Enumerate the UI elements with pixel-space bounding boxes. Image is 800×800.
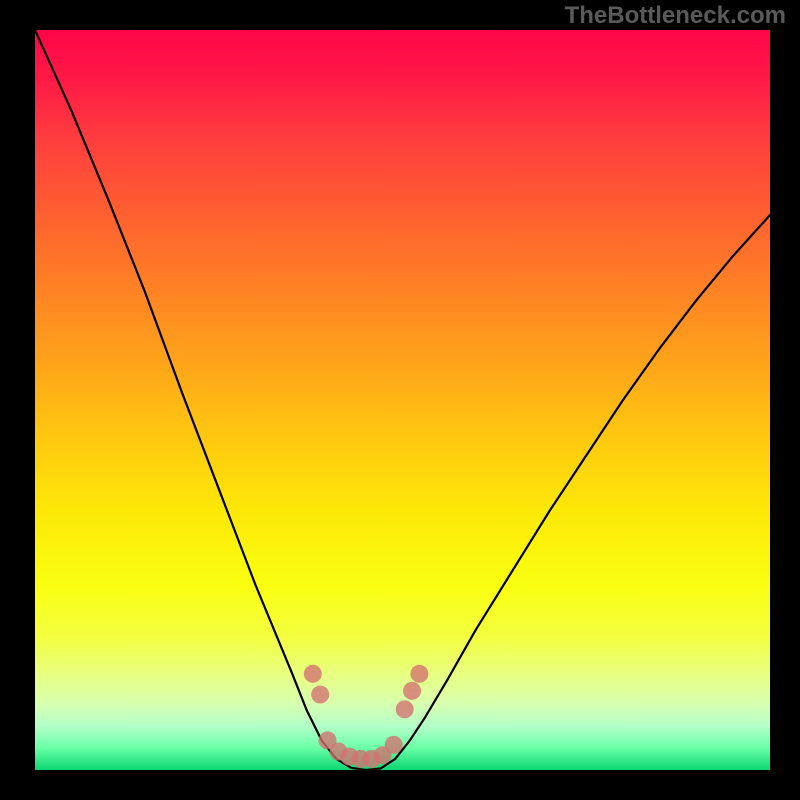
curve-marker	[410, 665, 428, 683]
curve-marker	[385, 736, 403, 754]
curve-marker	[311, 686, 329, 704]
curve-marker	[403, 682, 421, 700]
plot-area	[35, 30, 770, 770]
watermark-text: TheBottleneck.com	[565, 2, 786, 30]
curve-marker	[396, 700, 414, 718]
chart-svg	[35, 30, 770, 770]
curve-markers	[304, 665, 429, 768]
curve-marker	[304, 665, 322, 683]
bottleneck-curve	[35, 30, 770, 770]
